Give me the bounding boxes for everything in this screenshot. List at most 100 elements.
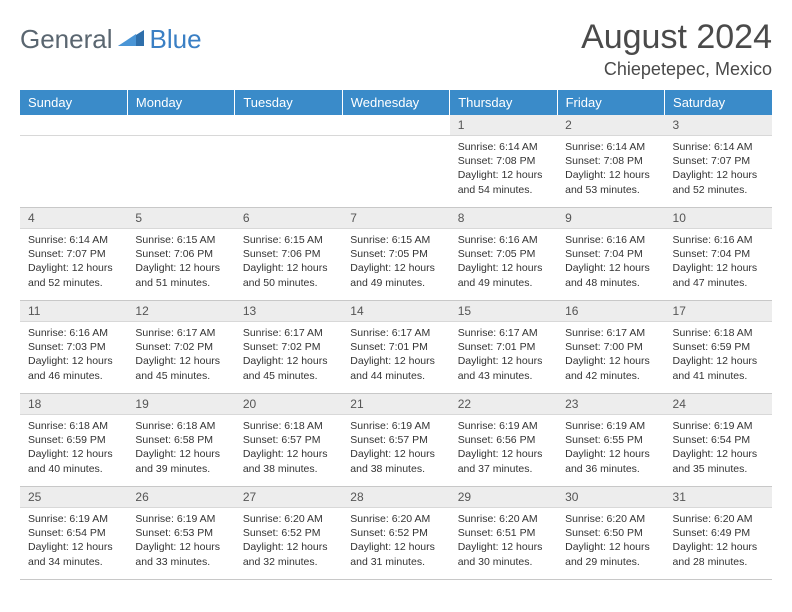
day-detail-cell: Sunrise: 6:17 AMSunset: 7:02 PMDaylight:… bbox=[127, 322, 234, 394]
day-detail-cell: Sunrise: 6:19 AMSunset: 6:53 PMDaylight:… bbox=[127, 508, 234, 580]
day-number-cell: 28 bbox=[342, 487, 449, 508]
day-detail-cell: Sunrise: 6:14 AMSunset: 7:07 PMDaylight:… bbox=[20, 229, 127, 301]
day-number-cell: 26 bbox=[127, 487, 234, 508]
sunset-line: Sunset: 7:04 PM bbox=[565, 247, 656, 261]
sunset-line: Sunset: 7:06 PM bbox=[135, 247, 226, 261]
day-detail-cell: Sunrise: 6:20 AMSunset: 6:52 PMDaylight:… bbox=[342, 508, 449, 580]
sunrise-line: Sunrise: 6:17 AM bbox=[135, 326, 226, 340]
daylight-line: Daylight: 12 hours and 33 minutes. bbox=[135, 540, 226, 568]
sunset-line: Sunset: 7:07 PM bbox=[673, 154, 764, 168]
day-detail-cell: Sunrise: 6:20 AMSunset: 6:49 PMDaylight:… bbox=[665, 508, 772, 580]
day-number-cell: 7 bbox=[342, 208, 449, 229]
sunset-line: Sunset: 6:54 PM bbox=[28, 526, 119, 540]
sunset-line: Sunset: 7:07 PM bbox=[28, 247, 119, 261]
sunrise-line: Sunrise: 6:19 AM bbox=[458, 419, 549, 433]
weekday-header: Monday bbox=[127, 90, 234, 115]
day-detail-cell: Sunrise: 6:19 AMSunset: 6:54 PMDaylight:… bbox=[665, 415, 772, 487]
daylight-line: Daylight: 12 hours and 49 minutes. bbox=[350, 261, 441, 289]
daylight-line: Daylight: 12 hours and 54 minutes. bbox=[458, 168, 549, 196]
sunrise-line: Sunrise: 6:20 AM bbox=[458, 512, 549, 526]
day-detail-cell: Sunrise: 6:19 AMSunset: 6:55 PMDaylight:… bbox=[557, 415, 664, 487]
sunrise-line: Sunrise: 6:19 AM bbox=[673, 419, 764, 433]
sunset-line: Sunset: 7:02 PM bbox=[135, 340, 226, 354]
sunset-line: Sunset: 6:55 PM bbox=[565, 433, 656, 447]
day-detail-cell bbox=[127, 136, 234, 208]
sunrise-line: Sunrise: 6:18 AM bbox=[243, 419, 334, 433]
day-number-cell: 20 bbox=[235, 394, 342, 415]
sunrise-line: Sunrise: 6:19 AM bbox=[565, 419, 656, 433]
sunrise-line: Sunrise: 6:18 AM bbox=[28, 419, 119, 433]
day-number-cell: 30 bbox=[557, 487, 664, 508]
day-number-row: 123 bbox=[20, 115, 772, 136]
day-number-cell: 23 bbox=[557, 394, 664, 415]
sunset-line: Sunset: 7:01 PM bbox=[350, 340, 441, 354]
day-detail-cell: Sunrise: 6:14 AMSunset: 7:07 PMDaylight:… bbox=[665, 136, 772, 208]
header: General Blue August 2024 Chiepetepec, Me… bbox=[20, 18, 772, 80]
day-detail-row: Sunrise: 6:14 AMSunset: 7:08 PMDaylight:… bbox=[20, 136, 772, 208]
day-detail-cell: Sunrise: 6:19 AMSunset: 6:54 PMDaylight:… bbox=[20, 508, 127, 580]
day-detail-cell: Sunrise: 6:15 AMSunset: 7:06 PMDaylight:… bbox=[235, 229, 342, 301]
sunrise-line: Sunrise: 6:20 AM bbox=[243, 512, 334, 526]
sunrise-line: Sunrise: 6:15 AM bbox=[243, 233, 334, 247]
sunrise-line: Sunrise: 6:18 AM bbox=[673, 326, 764, 340]
day-number-cell: 24 bbox=[665, 394, 772, 415]
month-title: August 2024 bbox=[581, 18, 772, 57]
sunset-line: Sunset: 6:50 PM bbox=[565, 526, 656, 540]
day-detail-cell: Sunrise: 6:16 AMSunset: 7:05 PMDaylight:… bbox=[450, 229, 557, 301]
day-number-cell: 6 bbox=[235, 208, 342, 229]
sunset-line: Sunset: 7:06 PM bbox=[243, 247, 334, 261]
logo-text-general: General bbox=[20, 24, 113, 55]
sunrise-line: Sunrise: 6:14 AM bbox=[673, 140, 764, 154]
daylight-line: Daylight: 12 hours and 30 minutes. bbox=[458, 540, 549, 568]
sunrise-line: Sunrise: 6:17 AM bbox=[565, 326, 656, 340]
sunrise-line: Sunrise: 6:20 AM bbox=[565, 512, 656, 526]
daylight-line: Daylight: 12 hours and 34 minutes. bbox=[28, 540, 119, 568]
day-number-row: 11121314151617 bbox=[20, 301, 772, 322]
daylight-line: Daylight: 12 hours and 40 minutes. bbox=[28, 447, 119, 475]
day-number-cell: 1 bbox=[450, 115, 557, 136]
day-number-cell: 4 bbox=[20, 208, 127, 229]
sunrise-line: Sunrise: 6:20 AM bbox=[350, 512, 441, 526]
day-detail-cell: Sunrise: 6:18 AMSunset: 6:57 PMDaylight:… bbox=[235, 415, 342, 487]
sunrise-line: Sunrise: 6:15 AM bbox=[350, 233, 441, 247]
day-detail-cell: Sunrise: 6:14 AMSunset: 7:08 PMDaylight:… bbox=[450, 136, 557, 208]
sunrise-line: Sunrise: 6:16 AM bbox=[673, 233, 764, 247]
daylight-line: Daylight: 12 hours and 52 minutes. bbox=[28, 261, 119, 289]
day-number-cell: 22 bbox=[450, 394, 557, 415]
sunset-line: Sunset: 6:51 PM bbox=[458, 526, 549, 540]
day-detail-row: Sunrise: 6:18 AMSunset: 6:59 PMDaylight:… bbox=[20, 415, 772, 487]
day-detail-cell: Sunrise: 6:16 AMSunset: 7:04 PMDaylight:… bbox=[557, 229, 664, 301]
sunrise-line: Sunrise: 6:15 AM bbox=[135, 233, 226, 247]
day-detail-cell: Sunrise: 6:16 AMSunset: 7:04 PMDaylight:… bbox=[665, 229, 772, 301]
daylight-line: Daylight: 12 hours and 37 minutes. bbox=[458, 447, 549, 475]
day-number-cell: 2 bbox=[557, 115, 664, 136]
weekday-header-row: Sunday Monday Tuesday Wednesday Thursday… bbox=[20, 90, 772, 115]
sunset-line: Sunset: 6:53 PM bbox=[135, 526, 226, 540]
sunset-line: Sunset: 6:59 PM bbox=[673, 340, 764, 354]
daylight-line: Daylight: 12 hours and 42 minutes. bbox=[565, 354, 656, 382]
sunset-line: Sunset: 6:57 PM bbox=[350, 433, 441, 447]
logo-triangle-icon bbox=[118, 24, 144, 55]
sunset-line: Sunset: 7:05 PM bbox=[350, 247, 441, 261]
day-number-cell: 13 bbox=[235, 301, 342, 322]
day-detail-cell: Sunrise: 6:15 AMSunset: 7:05 PMDaylight:… bbox=[342, 229, 449, 301]
sunset-line: Sunset: 6:52 PM bbox=[350, 526, 441, 540]
daylight-line: Daylight: 12 hours and 48 minutes. bbox=[565, 261, 656, 289]
sunset-line: Sunset: 7:02 PM bbox=[243, 340, 334, 354]
daylight-line: Daylight: 12 hours and 53 minutes. bbox=[565, 168, 656, 196]
day-detail-cell: Sunrise: 6:18 AMSunset: 6:59 PMDaylight:… bbox=[20, 415, 127, 487]
sunrise-line: Sunrise: 6:17 AM bbox=[458, 326, 549, 340]
sunset-line: Sunset: 7:08 PM bbox=[565, 154, 656, 168]
day-number-cell: 21 bbox=[342, 394, 449, 415]
sunset-line: Sunset: 6:49 PM bbox=[673, 526, 764, 540]
day-detail-cell: Sunrise: 6:18 AMSunset: 6:58 PMDaylight:… bbox=[127, 415, 234, 487]
logo: General Blue bbox=[20, 18, 202, 55]
day-detail-cell: Sunrise: 6:17 AMSunset: 7:01 PMDaylight:… bbox=[450, 322, 557, 394]
daylight-line: Daylight: 12 hours and 41 minutes. bbox=[673, 354, 764, 382]
day-number-cell: 9 bbox=[557, 208, 664, 229]
calendar-table: Sunday Monday Tuesday Wednesday Thursday… bbox=[20, 90, 772, 580]
day-number-cell bbox=[127, 115, 234, 136]
daylight-line: Daylight: 12 hours and 52 minutes. bbox=[673, 168, 764, 196]
weekday-header: Sunday bbox=[20, 90, 127, 115]
sunset-line: Sunset: 6:54 PM bbox=[673, 433, 764, 447]
